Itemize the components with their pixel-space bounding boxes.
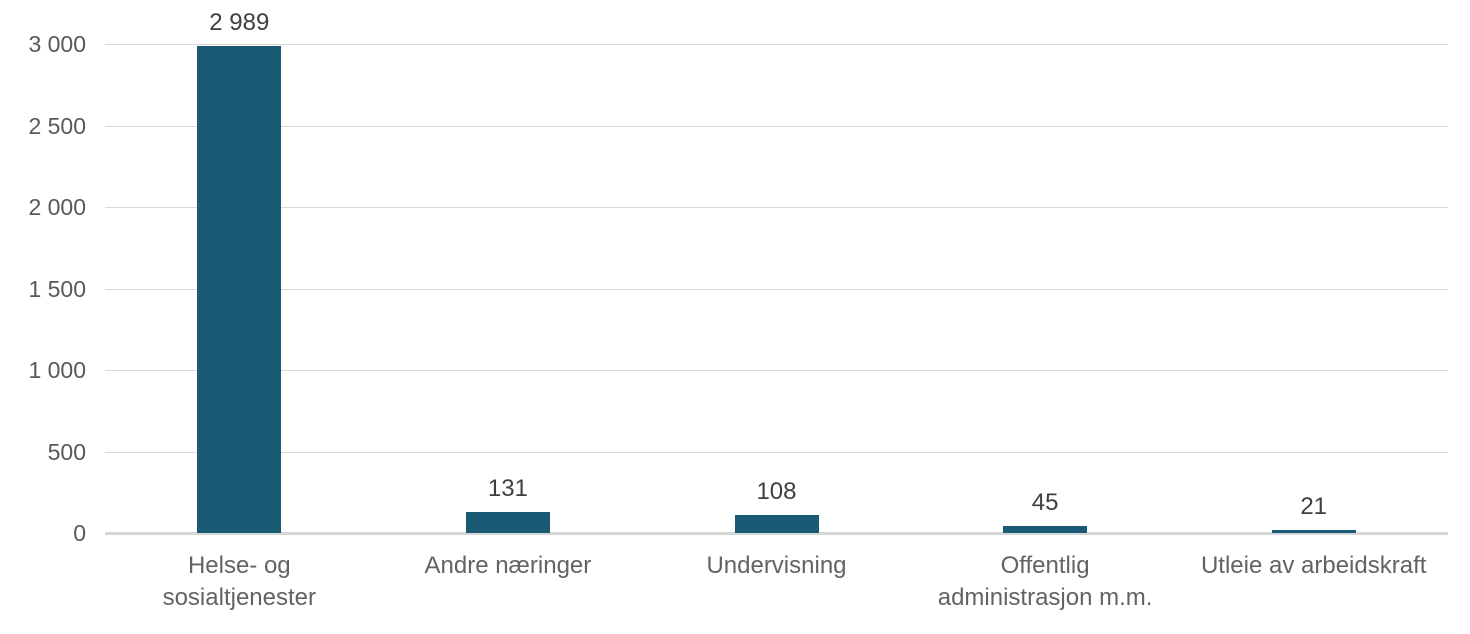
gridline (105, 370, 1448, 371)
category-label-line: Utleie av arbeidskraft (1200, 552, 1427, 579)
bar-5 (1271, 529, 1356, 533)
category-label: Utleie av arbeidskraft (1179, 550, 1448, 582)
category-label: Andre næringer (374, 550, 643, 582)
value-label: 21 (1300, 492, 1328, 520)
gridline (105, 44, 1448, 45)
category-label-line: Andre næringer (424, 552, 592, 579)
y-tick-label: 3 000 (28, 31, 86, 57)
category-label-line: Offentlig (1000, 552, 1090, 579)
category-label: Helse- og sosialtjenester (105, 550, 374, 614)
value-label: 2 989 (209, 8, 270, 36)
y-tick-label: 2 500 (28, 112, 86, 139)
value-label: 108 (756, 478, 797, 506)
category-label: Offentlig administrasjon m.m. (911, 550, 1180, 614)
category-label-line: sosialtjenester (162, 584, 316, 611)
x-axis-line (105, 532, 1448, 535)
gridline (105, 207, 1448, 208)
bar-2 (465, 511, 550, 533)
y-tick-label: 2 000 (28, 194, 86, 220)
category-label-line: Undervisning (706, 552, 847, 579)
y-tick-label: 1 500 (28, 275, 86, 302)
bar-4 (1003, 525, 1088, 533)
category-label-line: Helse- og (187, 552, 291, 579)
bar-1 (197, 45, 282, 533)
gridline (105, 451, 1448, 453)
bar-3 (734, 515, 819, 533)
value-label: 45 (1031, 488, 1059, 516)
gridline (105, 125, 1448, 127)
value-label: 131 (487, 474, 528, 502)
gridline (105, 288, 1448, 290)
y-tick-label: 500 (47, 438, 86, 465)
y-tick-label: 1 000 (28, 357, 86, 383)
category-label: Undervisning (642, 550, 911, 582)
category-label-line: administrasjon m.m. (937, 584, 1153, 611)
y-tick-label: 0 (73, 520, 86, 546)
